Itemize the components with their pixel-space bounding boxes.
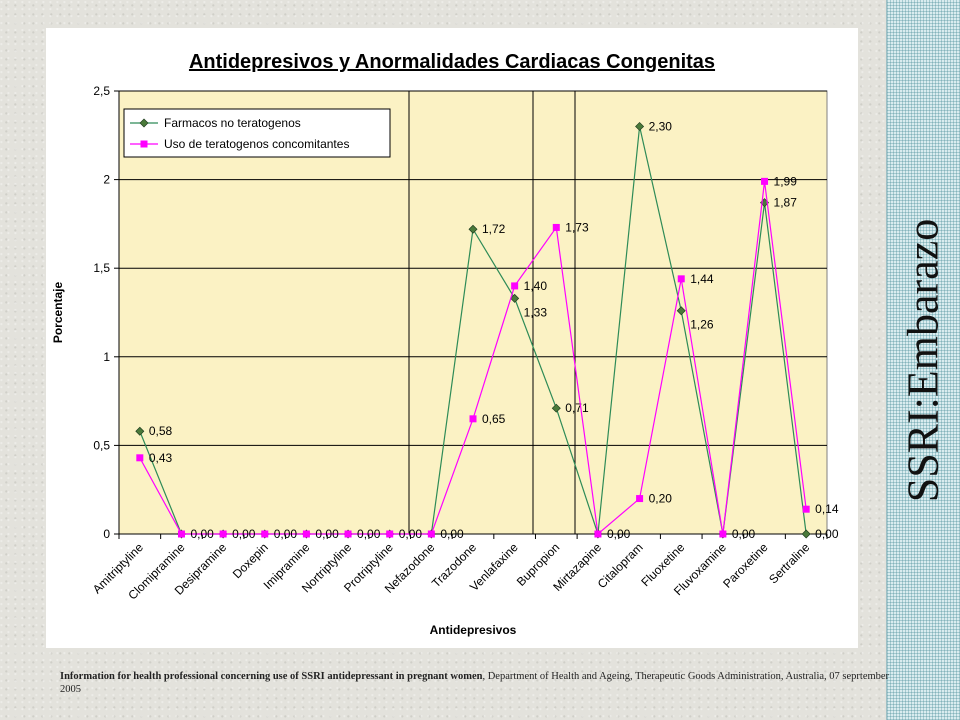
series-2-point (594, 530, 602, 538)
x-tick-label: Sertraline (766, 540, 812, 586)
line-chart: Antidepresivos y Anormalidades Cardiacas… (51, 51, 839, 637)
data-label: 0,71 (565, 401, 589, 415)
y-tick-label: 1 (103, 350, 110, 364)
source-rest-text: , Department of Health and Ageing, Thera… (60, 671, 890, 695)
data-label: 1,99 (774, 174, 798, 188)
legend-box (123, 108, 391, 158)
data-label: 0,58 (149, 424, 173, 438)
data-label: 1,87 (774, 196, 798, 210)
series-2-point (511, 282, 519, 290)
legend-marker-1 (139, 118, 149, 128)
legend-label-1: Farmacos no teratogenos (164, 116, 301, 130)
data-label: 1,72 (482, 222, 506, 236)
series-1-point (551, 403, 561, 413)
series-2-point (261, 530, 269, 538)
side-decorative-strip (886, 0, 960, 720)
series-1-point (676, 306, 686, 316)
data-label: 0,00 (607, 527, 631, 541)
series-2-point (469, 415, 477, 423)
series-2-point (344, 530, 352, 538)
series-2-point (719, 530, 727, 538)
data-label: 0,00 (190, 527, 214, 541)
data-label: 0,00 (232, 527, 256, 541)
y-tick-label: 0,5 (93, 438, 110, 452)
data-label: 0,14 (815, 502, 839, 516)
series-1-point (510, 293, 520, 303)
data-label: 0,00 (357, 527, 381, 541)
data-label: 0,00 (815, 527, 839, 541)
series-2-point (136, 454, 144, 462)
series-2-point (427, 530, 435, 538)
y-tick-label: 1,5 (93, 261, 110, 275)
x-tick-label: Citalopram (595, 540, 646, 591)
data-label: 0,00 (274, 527, 298, 541)
data-label: 0,20 (649, 492, 673, 506)
data-label: 1,73 (565, 220, 589, 234)
source-bold-text: Information for health professional conc… (60, 671, 483, 682)
series-2-point (677, 275, 685, 283)
series-1-point (801, 529, 811, 539)
data-label: 1,40 (524, 279, 548, 293)
data-label: 0,43 (149, 451, 173, 465)
series-2-point (761, 177, 769, 185)
source-citation: Information for health professional conc… (60, 670, 890, 696)
y-axis-title: Porcentaje (51, 281, 65, 343)
series-1-point (468, 224, 478, 234)
series-2-point (302, 530, 310, 538)
series-2-point (219, 530, 227, 538)
series-2-point (386, 530, 394, 538)
data-label: 1,33 (524, 305, 548, 319)
data-label: 0,00 (440, 527, 464, 541)
data-label: 1,26 (690, 318, 714, 332)
series-2-point (177, 530, 185, 538)
data-label: 0,00 (732, 527, 756, 541)
series-2-point (552, 223, 560, 231)
x-tick-label: Paroxetine (720, 540, 771, 591)
data-label: 0,00 (315, 527, 339, 541)
x-tick-label: Doxepin (230, 540, 271, 581)
series-1-point (135, 426, 145, 436)
series-1-point (635, 121, 645, 131)
series-2-point (802, 505, 810, 513)
y-tick-label: 0 (103, 527, 110, 541)
y-tick-label: 2 (103, 173, 110, 187)
legend-marker-2 (140, 140, 148, 148)
y-tick-label: 2,5 (93, 84, 110, 98)
slide-title-text: SSRI:Embarazo (898, 218, 948, 502)
x-axis-title: Antidepresivos (430, 623, 517, 637)
chart-panel: Antidepresivos y Anormalidades Cardiacas… (46, 28, 858, 648)
series-2-point (636, 495, 644, 503)
data-label: 2,30 (649, 119, 673, 133)
chart-title: Antidepresivos y Anormalidades Cardiacas… (189, 51, 715, 73)
legend-label-2: Uso de teratogenos concomitantes (164, 137, 349, 151)
data-label: 1,44 (690, 272, 714, 286)
data-label: 0,00 (399, 527, 423, 541)
slide-title-vertical: SSRI:Embarazo (886, 0, 960, 720)
data-label: 0,65 (482, 412, 506, 426)
